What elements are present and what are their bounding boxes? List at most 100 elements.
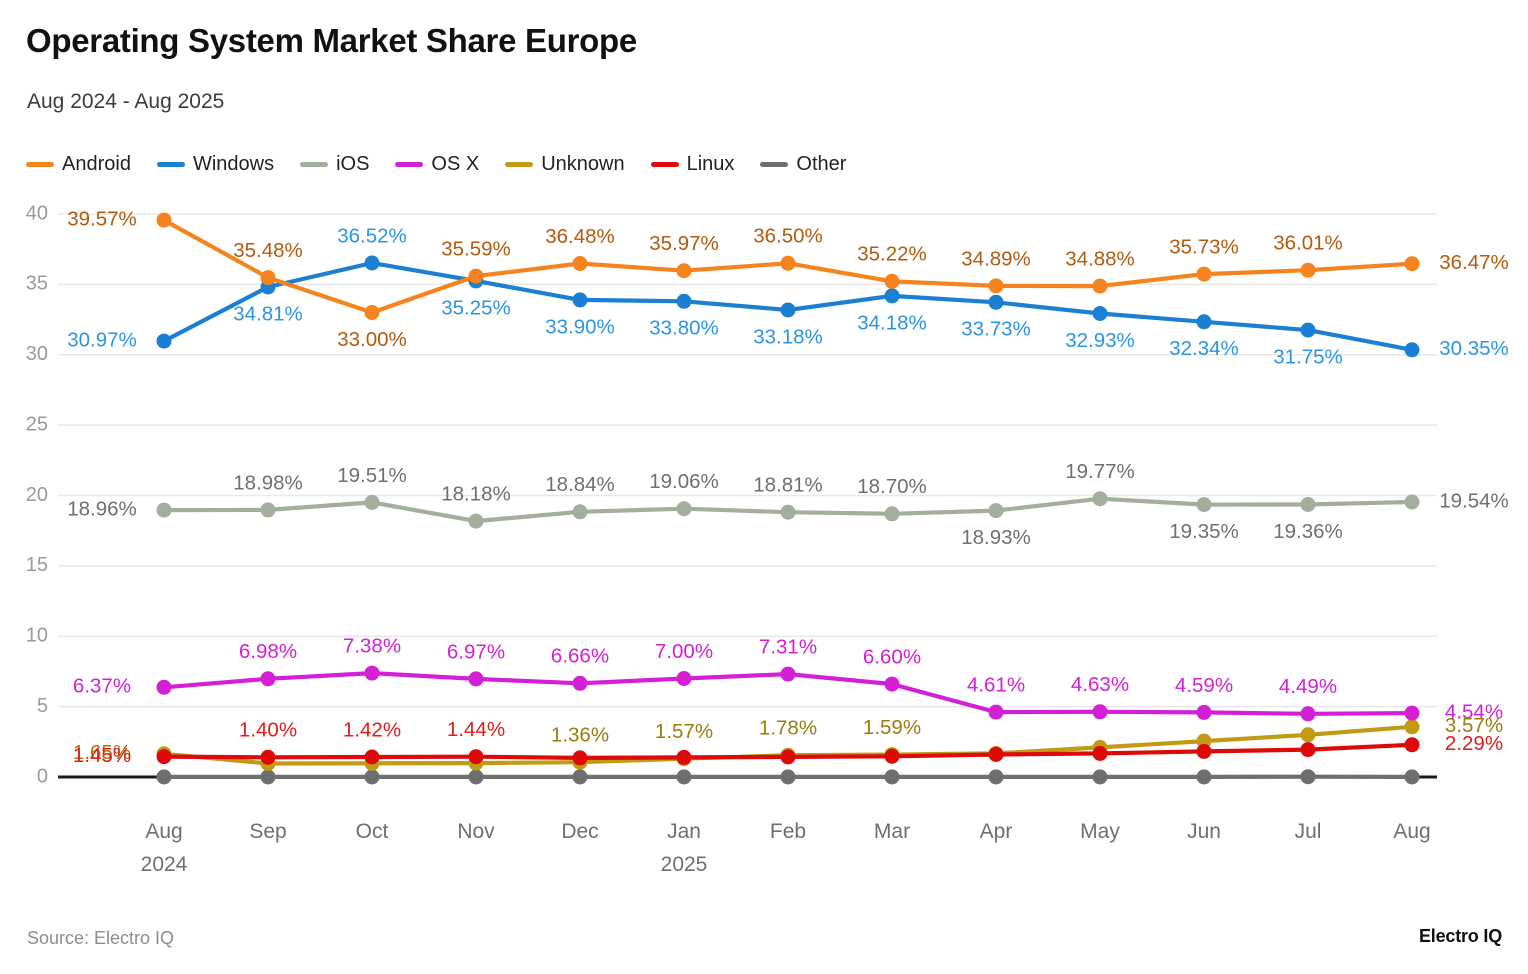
data-point[interactable] bbox=[988, 278, 1004, 294]
data-point[interactable] bbox=[468, 268, 484, 284]
data-point[interactable] bbox=[988, 747, 1004, 762]
data-point[interactable] bbox=[1092, 306, 1108, 321]
data-point[interactable] bbox=[1196, 704, 1212, 720]
data-point[interactable] bbox=[780, 504, 796, 520]
legend-item-unknown[interactable]: Unknown bbox=[505, 153, 625, 176]
data-point-label: 18.98% bbox=[233, 471, 303, 494]
data-point[interactable] bbox=[676, 749, 692, 765]
data-point[interactable] bbox=[364, 255, 380, 271]
data-point[interactable] bbox=[676, 769, 692, 785]
data-point[interactable] bbox=[364, 494, 380, 510]
data-point[interactable] bbox=[1196, 769, 1212, 785]
data-point[interactable] bbox=[156, 212, 172, 228]
data-point[interactable] bbox=[780, 302, 796, 318]
data-point[interactable] bbox=[988, 704, 1004, 720]
data-point-label: 0.01% bbox=[759, 792, 817, 795]
data-point[interactable] bbox=[1404, 494, 1420, 510]
legend-item-android[interactable]: Android bbox=[26, 153, 131, 176]
data-point[interactable] bbox=[156, 679, 172, 695]
data-point[interactable] bbox=[1196, 314, 1212, 330]
data-point[interactable] bbox=[156, 333, 172, 349]
data-point[interactable] bbox=[1300, 742, 1316, 758]
data-point[interactable] bbox=[884, 769, 900, 785]
legend-item-windows[interactable]: Windows bbox=[156, 153, 274, 176]
data-point[interactable] bbox=[1404, 256, 1420, 272]
data-point[interactable] bbox=[884, 273, 900, 289]
data-point[interactable] bbox=[988, 503, 1004, 519]
data-point[interactable] bbox=[780, 255, 796, 271]
data-point[interactable] bbox=[572, 504, 588, 520]
data-point[interactable] bbox=[468, 513, 484, 529]
x-axis-month-label: Apr bbox=[979, 820, 1013, 843]
data-point[interactable] bbox=[1092, 745, 1108, 761]
data-point[interactable] bbox=[1404, 705, 1420, 721]
data-point[interactable] bbox=[676, 263, 692, 279]
data-point[interactable] bbox=[1404, 342, 1420, 358]
data-point[interactable] bbox=[1404, 769, 1420, 785]
data-point[interactable] bbox=[1196, 743, 1212, 759]
data-point-label: 4.54% bbox=[1445, 701, 1503, 724]
data-point[interactable] bbox=[1300, 262, 1316, 278]
data-point[interactable] bbox=[1404, 737, 1420, 753]
data-point[interactable] bbox=[364, 665, 380, 681]
data-point[interactable] bbox=[156, 749, 172, 765]
data-point[interactable] bbox=[260, 769, 276, 785]
legend-item-os-x[interactable]: OS X bbox=[395, 153, 479, 176]
data-point[interactable] bbox=[1196, 733, 1212, 749]
x-axis-month-label: Dec bbox=[561, 820, 599, 843]
series-os-x bbox=[156, 665, 1420, 722]
data-point[interactable] bbox=[1196, 266, 1212, 282]
data-point[interactable] bbox=[1092, 491, 1108, 507]
data-point[interactable] bbox=[156, 769, 172, 785]
data-point[interactable] bbox=[156, 502, 172, 518]
data-point[interactable] bbox=[260, 502, 276, 518]
data-point-label: 35.97% bbox=[649, 232, 719, 255]
data-point[interactable] bbox=[780, 749, 796, 765]
data-point[interactable] bbox=[1300, 322, 1316, 338]
data-point[interactable] bbox=[1092, 278, 1108, 294]
data-point[interactable] bbox=[676, 671, 692, 686]
data-point[interactable] bbox=[884, 506, 900, 522]
legend-item-label: iOS bbox=[336, 152, 370, 175]
series-windows bbox=[156, 255, 1420, 358]
data-point[interactable] bbox=[1092, 769, 1108, 785]
data-point[interactable] bbox=[884, 288, 900, 304]
data-point[interactable] bbox=[884, 676, 900, 692]
data-point[interactable] bbox=[260, 270, 276, 286]
data-point[interactable] bbox=[572, 292, 588, 308]
data-point[interactable] bbox=[1300, 727, 1316, 743]
data-point[interactable] bbox=[364, 769, 380, 785]
data-point[interactable] bbox=[260, 671, 276, 687]
data-point[interactable] bbox=[676, 501, 692, 517]
data-point[interactable] bbox=[1092, 704, 1108, 720]
data-point[interactable] bbox=[1196, 497, 1212, 513]
data-point[interactable] bbox=[884, 748, 900, 764]
data-point[interactable] bbox=[988, 294, 1004, 310]
data-point[interactable] bbox=[988, 769, 1004, 785]
data-point[interactable] bbox=[572, 769, 588, 785]
data-point[interactable] bbox=[780, 666, 796, 682]
data-point[interactable] bbox=[468, 671, 484, 687]
data-point[interactable] bbox=[364, 305, 380, 320]
legend-item-label: Linux bbox=[686, 152, 735, 175]
data-point[interactable] bbox=[1300, 769, 1316, 785]
data-point-label: 33.90% bbox=[545, 315, 615, 338]
legend-swatch-icon bbox=[26, 161, 54, 167]
data-point[interactable] bbox=[1300, 706, 1316, 722]
legend-item-other[interactable]: Other bbox=[760, 153, 846, 176]
data-point[interactable] bbox=[1404, 719, 1420, 735]
data-point[interactable] bbox=[572, 750, 588, 766]
legend-item-linux[interactable]: Linux bbox=[650, 152, 735, 176]
data-point[interactable] bbox=[676, 293, 692, 309]
data-point[interactable] bbox=[780, 769, 796, 785]
data-point[interactable] bbox=[260, 749, 276, 765]
data-point[interactable] bbox=[468, 769, 484, 785]
data-point[interactable] bbox=[572, 675, 588, 691]
data-point[interactable] bbox=[572, 256, 588, 271]
series-android bbox=[156, 212, 1420, 320]
data-point[interactable] bbox=[364, 749, 380, 765]
x-axis-month-label: Aug bbox=[145, 820, 183, 843]
legend-item-ios[interactable]: iOS bbox=[300, 153, 369, 176]
data-point[interactable] bbox=[468, 749, 484, 765]
data-point[interactable] bbox=[1300, 497, 1316, 512]
